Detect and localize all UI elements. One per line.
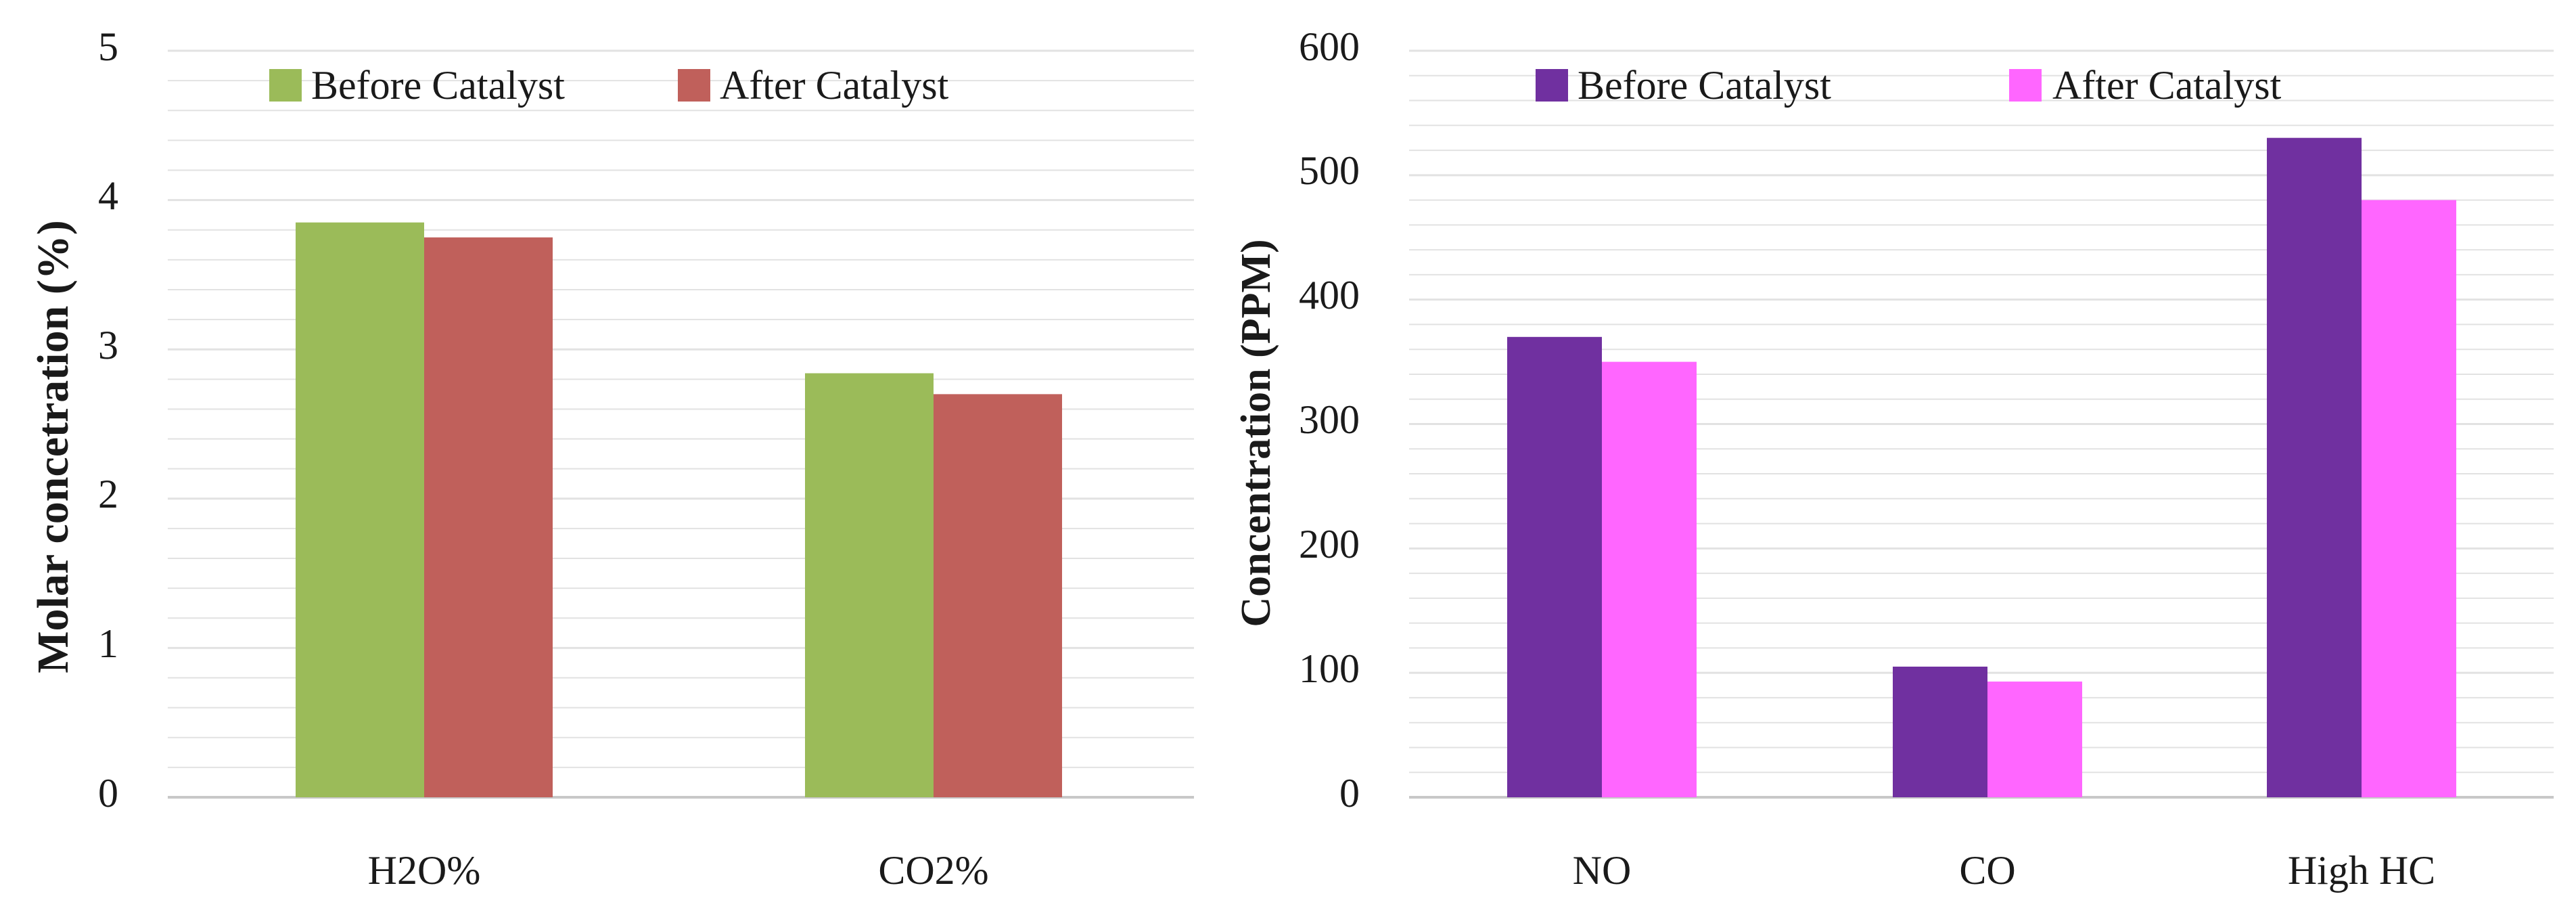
left-y-tick-label: 4 [98,173,118,218]
right-y-tick-label: 100 [1299,646,1360,691]
right-y-tick-label: 300 [1299,397,1360,442]
left-y-tick-label: 5 [98,24,118,69]
left-bar-before [805,373,934,797]
right-bar-after [2362,200,2456,798]
right-bars [1507,137,2456,798]
right-y-tick-label: 200 [1299,522,1360,566]
left-x-tick-labels: H2O% CO2% [368,848,989,893]
right-bar-before [2267,137,2362,797]
left-y-axis-title: Molar concetration (%) [28,220,78,673]
right-bar-after [1602,361,1697,797]
right-legend-swatch-after [2009,69,2042,102]
right-legend-label-before: Before Catalyst [1578,63,1831,108]
left-bar-after [424,237,553,797]
right-y-tick-label: 600 [1299,24,1360,69]
right-legend: Before Catalyst After Catalyst [1536,63,2282,108]
left-legend: Before Catalyst After Catalyst [269,63,949,108]
right-y-tick-label: 0 [1339,771,1360,816]
left-x-tick-label: CO2% [878,848,988,893]
left-bars [296,222,1062,797]
right-x-tick-labels: NO CO High HC [1573,848,2436,893]
left-legend-swatch-before [269,69,302,102]
left-legend-label-before: Before Catalyst [311,63,565,108]
chart-left: 0 1 2 3 4 5 H2O% CO2% Molar concetration… [28,24,1194,893]
left-bar-before [296,222,424,797]
right-x-tick-label: High HC [2288,848,2435,893]
left-y-tick-label: 1 [98,621,118,666]
left-legend-swatch-after [678,69,710,102]
chart-right: 0 100 200 300 400 500 600 NO CO High HC … [1233,24,2554,893]
left-y-tick-labels: 0 1 2 3 4 5 [98,24,118,816]
right-y-tick-labels: 0 100 200 300 400 500 600 [1299,24,1360,816]
left-legend-label-after: After Catalyst [720,63,949,108]
right-bar-before [1893,666,1987,797]
right-bar-after [1987,682,2082,797]
right-y-tick-label: 500 [1299,148,1360,193]
right-y-axis-title: Concentration (PPM) [1233,239,1279,627]
right-legend-swatch-before [1536,69,1568,102]
right-bar-before [1507,336,1602,798]
left-x-tick-label: H2O% [368,848,481,893]
left-y-tick-label: 3 [98,323,118,368]
right-legend-label-after: After Catalyst [2052,63,2282,108]
right-x-tick-label: CO [1959,848,2015,893]
left-bar-after [934,394,1062,797]
left-y-tick-label: 2 [98,472,118,516]
right-x-tick-label: NO [1573,848,1632,893]
left-y-tick-label: 0 [98,771,118,816]
right-y-tick-label: 400 [1299,273,1360,317]
